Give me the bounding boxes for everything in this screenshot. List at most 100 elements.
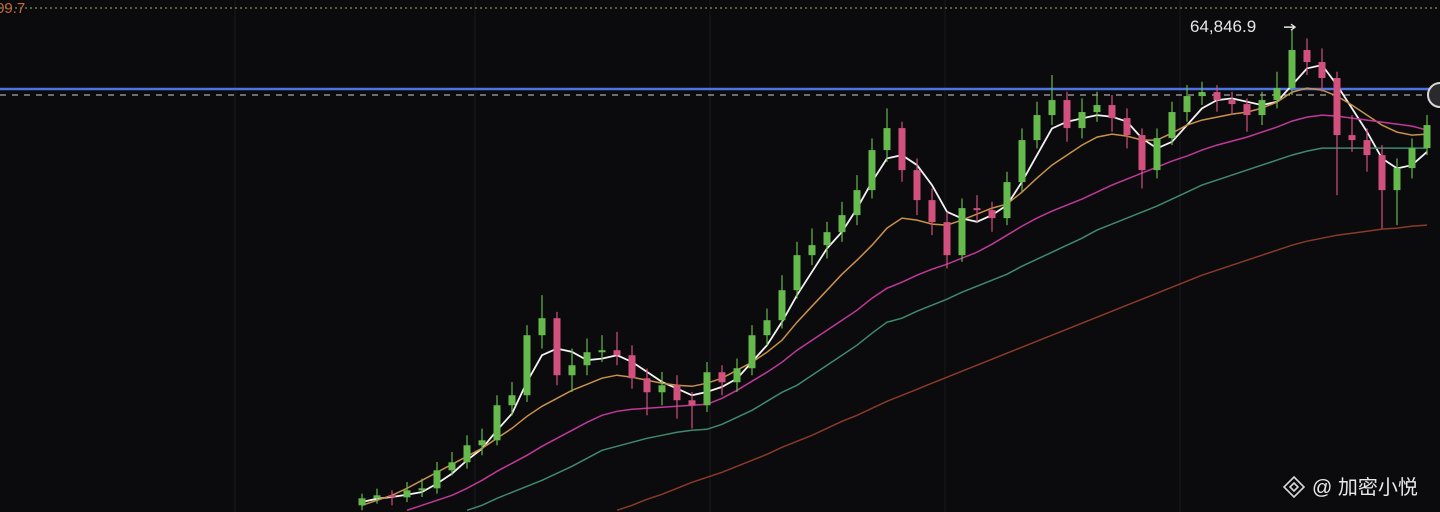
- candle-body: [958, 208, 966, 256]
- candle-body: [1213, 92, 1221, 101]
- candle: [1048, 75, 1056, 126]
- candle: [1213, 85, 1221, 112]
- candle-body: [538, 318, 546, 336]
- candle: [1003, 171, 1011, 226]
- candle: [388, 490, 396, 506]
- candle: [598, 335, 606, 362]
- candle: [508, 381, 516, 416]
- candle: [1288, 30, 1296, 96]
- candle-body: [403, 490, 411, 498]
- candle-body: [448, 462, 456, 471]
- moving-average-line: [361, 63, 1428, 503]
- candle-body: [523, 335, 531, 396]
- candle-body: [718, 372, 726, 383]
- candle: [928, 188, 936, 236]
- candle-body: [598, 350, 606, 353]
- candle: [418, 478, 426, 497]
- candle-body: [1318, 62, 1326, 79]
- candle-body: [1063, 100, 1071, 129]
- candle: [943, 211, 951, 269]
- candle-body: [493, 405, 501, 441]
- time-grid: [234, 0, 1181, 512]
- candle: [1153, 128, 1161, 179]
- candle-body: [793, 255, 801, 291]
- price-line-handle[interactable]: [1427, 82, 1440, 108]
- watermark: @ 加密小悦: [1312, 476, 1418, 499]
- candle-body: [838, 215, 846, 233]
- candle-body: [763, 320, 771, 336]
- candle: [358, 493, 366, 511]
- candle: [1408, 138, 1416, 179]
- high-arrow: [1284, 23, 1297, 31]
- candle: [763, 308, 771, 346]
- candle: [988, 201, 996, 232]
- candle-body: [898, 128, 906, 171]
- candle-body: [1273, 88, 1281, 101]
- watermark-logo: [1282, 475, 1306, 499]
- candle-body: [643, 378, 651, 393]
- candle-body: [1018, 140, 1026, 183]
- candle-body: [478, 440, 486, 446]
- candle-body: [1363, 140, 1371, 156]
- candle: [1093, 91, 1101, 122]
- candle: [853, 175, 861, 226]
- candle-body: [358, 498, 366, 506]
- candle-body: [1093, 105, 1101, 113]
- candle: [1378, 145, 1386, 229]
- candle: [1258, 91, 1266, 126]
- candle-body: [1288, 50, 1296, 89]
- candle: [1318, 48, 1326, 92]
- moving-average-line: [466, 147, 1427, 512]
- candle-body: [1333, 78, 1341, 136]
- candle: [793, 241, 801, 299]
- candle: [748, 325, 756, 376]
- candle: [838, 201, 846, 242]
- candle: [778, 275, 786, 329]
- candle-body: [1003, 182, 1011, 219]
- candles: [358, 30, 1431, 511]
- candle-body: [1303, 50, 1311, 63]
- candle-body: [973, 208, 981, 211]
- candle: [1423, 115, 1431, 156]
- candle-body: [868, 150, 876, 191]
- candle: [1033, 101, 1041, 149]
- candle-body: [1153, 138, 1161, 171]
- candle: [628, 345, 636, 389]
- candle: [718, 365, 726, 396]
- candle-body: [508, 395, 516, 406]
- candle-body: [1048, 100, 1056, 116]
- candle: [1348, 115, 1356, 152]
- candle: [673, 375, 681, 419]
- candle: [1333, 71, 1341, 196]
- candle: [478, 428, 486, 456]
- candle: [1078, 98, 1086, 139]
- candle: [1198, 81, 1206, 106]
- candle-body: [703, 372, 711, 406]
- candle-body: [1408, 148, 1416, 169]
- candle-body: [1243, 104, 1251, 116]
- candle-body: [1423, 125, 1431, 149]
- candle: [1303, 38, 1311, 76]
- moving-average-line: [616, 224, 1428, 512]
- candle-body: [388, 495, 396, 498]
- candle: [493, 395, 501, 446]
- candle: [808, 228, 816, 266]
- candle: [733, 358, 741, 392]
- candle: [463, 435, 471, 469]
- candle-body: [883, 128, 891, 151]
- candle: [448, 451, 456, 476]
- top-price-label: 09.7: [0, 0, 25, 17]
- candle: [823, 221, 831, 259]
- candle-body: [943, 222, 951, 256]
- candle-body: [1183, 96, 1191, 113]
- candle-body: [1258, 100, 1266, 116]
- candle: [1063, 91, 1071, 142]
- candle-body: [1198, 92, 1206, 97]
- candle: [583, 338, 591, 376]
- candle-body: [463, 445, 471, 463]
- candle: [958, 198, 966, 262]
- candle: [1123, 108, 1131, 149]
- candle: [973, 195, 981, 222]
